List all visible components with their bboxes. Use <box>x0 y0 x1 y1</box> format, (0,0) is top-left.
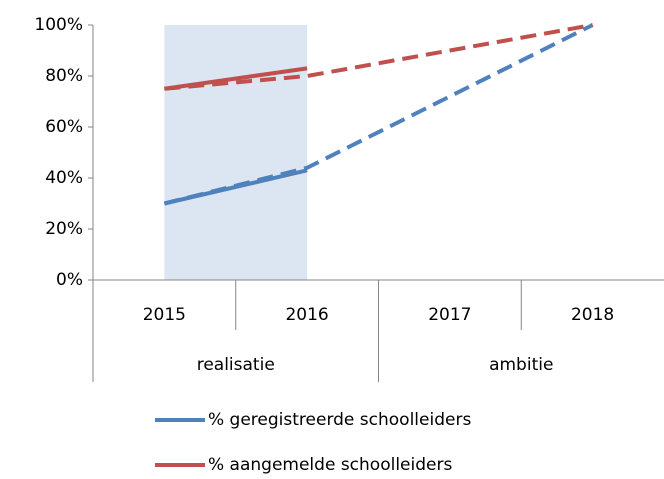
legend-label: % aangemelde schoolleiders <box>208 455 452 475</box>
series-line <box>163 168 308 206</box>
x-tick-label: 2018 <box>571 305 614 325</box>
group-shade <box>164 25 308 280</box>
group-label: realisatie <box>197 355 275 375</box>
x-tick-label: 2016 <box>285 305 328 325</box>
legend-label: % geregistreerde schoolleiders <box>208 410 471 430</box>
x-tick-label: 2015 <box>143 305 186 325</box>
series-line <box>164 66 308 91</box>
y-tick-label: 0% <box>56 270 83 290</box>
ambition-line <box>164 23 593 91</box>
x-tick-label: 2017 <box>428 305 471 325</box>
y-tick-label: 20% <box>45 219 83 239</box>
group-label: ambitie <box>489 355 553 375</box>
y-tick-label: 40% <box>45 168 83 188</box>
y-tick-label: 60% <box>45 117 83 137</box>
y-tick-label: 100% <box>34 15 83 35</box>
y-tick-label: 80% <box>45 66 83 86</box>
